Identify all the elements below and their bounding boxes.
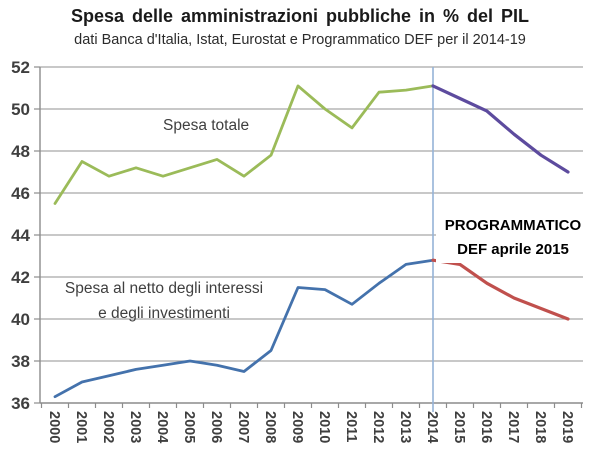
x-axis-tick-label: 2012 xyxy=(370,411,386,443)
y-axis-tick-label: 42 xyxy=(11,268,30,287)
y-axis-tick-label: 36 xyxy=(11,394,30,413)
x-axis-tick-label: 2005 xyxy=(181,411,197,443)
series-label-spesa-totale: Spesa totale xyxy=(163,117,250,134)
x-axis-tick-label: 2010 xyxy=(316,411,332,443)
y-axis-tick-label: 48 xyxy=(11,142,30,161)
y-axis-tick-label: 40 xyxy=(11,310,30,329)
y-axis-tick-label: 38 xyxy=(11,352,30,371)
x-axis-tick-label: 2016 xyxy=(478,411,494,443)
programmatico-label: PROGRAMMATICO DEF aprile 2015 xyxy=(436,213,590,263)
x-axis-tick-label: 2000 xyxy=(46,411,62,443)
spesa-netto-programmatico-line xyxy=(431,258,570,321)
y-axis-tick-label: 46 xyxy=(11,184,30,203)
x-axis-tick-label: 2017 xyxy=(505,411,521,443)
y-axis-tick-label: 50 xyxy=(11,100,30,119)
x-axis-tick-label: 2015 xyxy=(451,411,467,443)
x-axis-tick-label: 2003 xyxy=(127,411,143,443)
spesa-totale-storico-line xyxy=(53,84,435,205)
x-axis-tick-label: 2004 xyxy=(154,411,170,443)
series-label-spesa-netto-line1: Spesa al netto degli interessi xyxy=(64,280,264,297)
x-axis-tick-label: 2001 xyxy=(73,411,89,443)
x-axis-tick-label: 2019 xyxy=(559,411,575,443)
x-axis-tick-label: 2013 xyxy=(397,411,413,443)
y-axis-tick-label: 44 xyxy=(11,226,30,245)
x-axis-tick-label: 2011 xyxy=(343,411,359,442)
x-axis-tick-label: 2018 xyxy=(532,411,548,443)
page-subtitle: dati Banca d'Italia, Istat, Eurostat e P… xyxy=(74,32,526,48)
series-label-spesa-netto-line2: e degli investimenti xyxy=(98,305,230,322)
programmatico-label-line1: PROGRAMMATICO xyxy=(444,217,582,234)
programmatico-label-line2: DEF aprile 2015 xyxy=(457,241,569,258)
x-axis-tick-label: 2002 xyxy=(100,411,116,443)
x-axis-tick-label: 2007 xyxy=(235,411,251,443)
x-axis-tick-label: 2008 xyxy=(262,411,278,443)
page-title: Spesa delle amministrazioni pubbliche in… xyxy=(70,6,530,26)
x-axis-tick-label: 2014 xyxy=(424,411,440,443)
x-axis-tick-label: 2006 xyxy=(208,411,224,443)
x-axis-tick-label: 2009 xyxy=(289,411,305,443)
y-axis-tick-label: 52 xyxy=(11,58,30,77)
spesa-totale-programmatico-line xyxy=(431,84,570,174)
series-label-spesa-netto: Spesa al netto degli interessi e degli i… xyxy=(38,276,290,326)
spesa-netto-storico-line xyxy=(53,258,435,399)
